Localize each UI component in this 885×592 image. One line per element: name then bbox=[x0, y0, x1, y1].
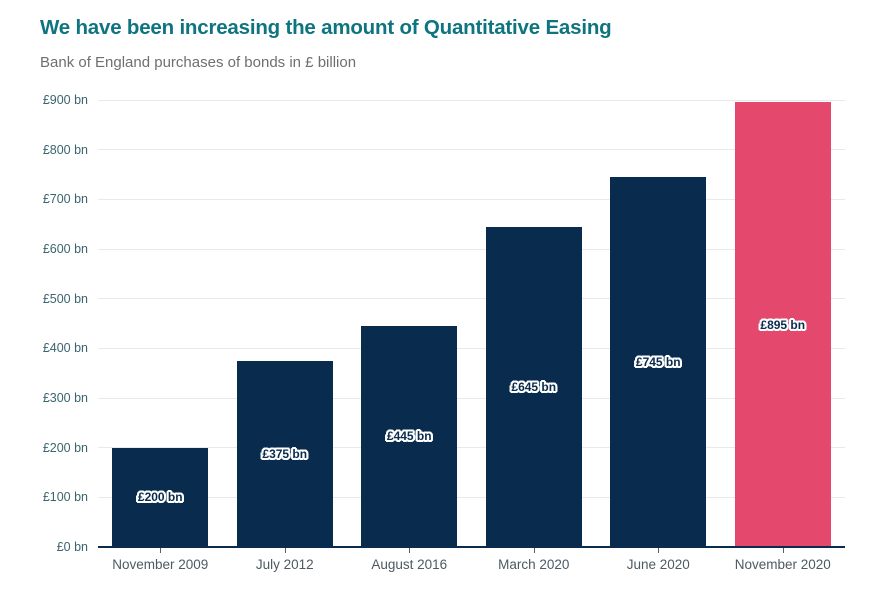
bar-june-2020[interactable]: £745 bn bbox=[610, 176, 707, 547]
y-axis-tick-label: £300 bn bbox=[42, 391, 88, 405]
gridline bbox=[98, 198, 845, 200]
bar-august-2016[interactable]: £445 bn bbox=[361, 325, 458, 547]
bar-july-2012[interactable]: £375 bn bbox=[236, 360, 333, 547]
gridline bbox=[98, 298, 845, 300]
x-axis-tick bbox=[658, 548, 660, 553]
x-axis-tick-label: November 2020 bbox=[734, 557, 831, 572]
y-axis-tick-label: £0 bn bbox=[56, 540, 88, 554]
x-axis-tick bbox=[782, 548, 784, 553]
bar-value-label: £745 bn bbox=[635, 354, 681, 369]
bar-november-2020[interactable]: £895 bn bbox=[734, 102, 831, 547]
gridline bbox=[98, 397, 845, 399]
bar-value-label: £375 bn bbox=[262, 446, 308, 461]
bar-chart-plot-area: £0 bn £100 bn £200 bn £300 bn £400 bn £500 bn… bbox=[43, 93, 845, 572]
x-axis-tick-label: August 2016 bbox=[371, 557, 448, 572]
x-axis-baseline bbox=[98, 546, 845, 548]
x-axis-tick-label: June 2020 bbox=[626, 557, 690, 572]
bar-value-label: £445 bn bbox=[386, 429, 432, 444]
y-axis-tick-label: £200 bn bbox=[42, 440, 88, 455]
x-axis-tick-label: November 2009 bbox=[112, 557, 209, 572]
y-axis-tick-label: £700 bn bbox=[42, 192, 88, 207]
bar-value-label: £645 bn bbox=[511, 379, 557, 394]
y-axis-tick-label: £800 bn bbox=[42, 142, 88, 157]
y-axis-tick-label: £500 bn bbox=[42, 291, 88, 306]
gridline bbox=[98, 447, 845, 449]
x-axis-tick bbox=[284, 548, 286, 553]
bar-value-label: £895 bn bbox=[760, 317, 806, 332]
chart-subtitle: Bank of England purchases of bonds in £ … bbox=[40, 54, 357, 71]
y-axis-tick-label: £900 bn bbox=[42, 93, 88, 107]
bar-march-2020[interactable]: £645 bn bbox=[485, 226, 582, 547]
gridline bbox=[98, 248, 845, 250]
x-axis-tick-label: March 2020 bbox=[498, 557, 570, 572]
gridline bbox=[98, 149, 845, 151]
bar-november-2009[interactable]: £200 bn bbox=[112, 447, 209, 547]
y-axis-tick-label: £400 bn bbox=[42, 341, 88, 356]
chart-title: We have been increasing the amount of Qu… bbox=[40, 16, 612, 39]
y-axis-tick-label: £100 bn bbox=[42, 490, 88, 505]
x-axis-tick-label: July 2012 bbox=[255, 557, 314, 572]
x-axis-tick bbox=[533, 548, 535, 553]
chart-header: We have been increasing the amount of Qu… bbox=[40, 16, 612, 71]
y-axis-tick-label: £600 bn bbox=[42, 242, 88, 256]
gridline bbox=[98, 496, 845, 498]
gridline bbox=[98, 99, 845, 101]
x-axis-tick bbox=[160, 548, 162, 553]
x-axis-tick bbox=[409, 548, 411, 553]
gridline bbox=[98, 347, 845, 349]
bar-value-label: £200 bn bbox=[137, 490, 183, 505]
